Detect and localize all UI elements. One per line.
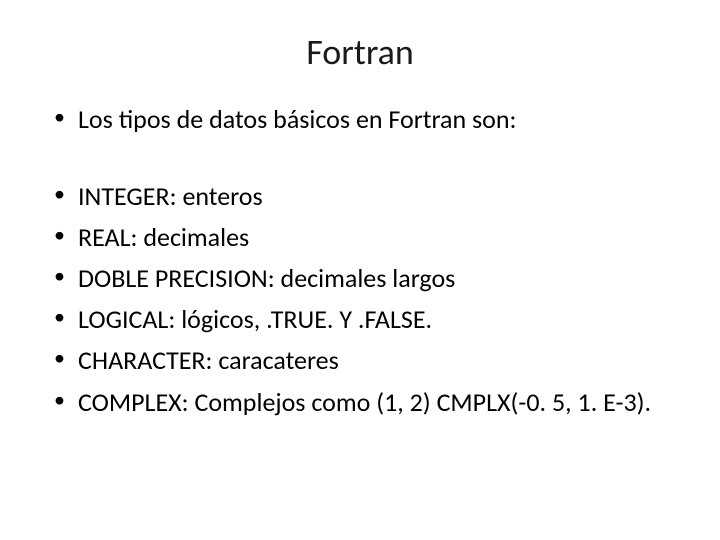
list-item: INTEGER: enteros — [50, 179, 670, 214]
list-item: CHARACTER: caracateres — [50, 343, 670, 378]
list-item: LOGICAL: lógicos, .TRUE. Y .FALSE. — [50, 302, 670, 337]
list-item: REAL: decimales — [50, 220, 670, 255]
intro-bullet: Los tipos de datos básicos en Fortran so… — [50, 102, 670, 137]
types-list: INTEGER: enteros REAL: decimales DOBLE P… — [50, 179, 670, 420]
slide-title: Fortran — [50, 30, 670, 74]
slide: Fortran Los tipos de datos básicos en Fo… — [0, 0, 720, 540]
list-item: COMPLEX: Complejos como (1, 2) CMPLX(-0.… — [50, 385, 670, 420]
list-item: DOBLE PRECISION: decimales largos — [50, 261, 670, 296]
spacer — [50, 143, 670, 179]
bullet-list: Los tipos de datos básicos en Fortran so… — [50, 102, 670, 137]
